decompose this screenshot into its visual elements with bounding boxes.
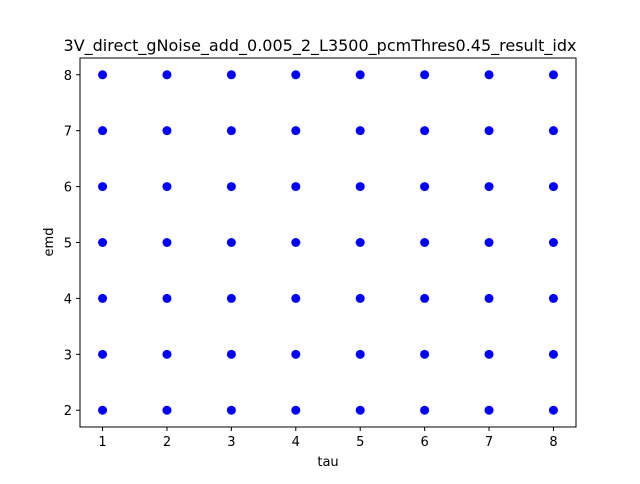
x-axis-label: tau [317, 455, 338, 470]
data-point [98, 238, 108, 247]
data-point [420, 405, 430, 415]
data-point [162, 349, 172, 359]
data-point [226, 70, 236, 80]
x-tick-label: 8 [549, 435, 557, 450]
data-point [548, 70, 558, 80]
data-point [162, 238, 172, 247]
data-point [226, 238, 236, 247]
data-point [355, 405, 365, 415]
y-tick-label: 5 [64, 237, 72, 252]
x-tick-label: 1 [98, 435, 106, 450]
data-point [291, 293, 301, 303]
data-point [548, 293, 558, 303]
data-point [355, 238, 365, 247]
data-point [162, 405, 172, 415]
data-point [484, 405, 494, 415]
data-point [291, 349, 301, 359]
x-tick-label: 4 [292, 435, 300, 450]
data-point [355, 70, 365, 80]
data-point [226, 293, 236, 303]
data-point [484, 70, 494, 80]
chart-title: 3V_direct_gNoise_add_0.005_2_L3500_pcmTh… [64, 36, 577, 56]
data-point [162, 182, 172, 192]
plot-frame [79, 57, 577, 428]
data-point [548, 182, 558, 192]
y-tick-label: 8 [64, 69, 72, 84]
data-point [355, 293, 365, 303]
x-tick-label: 5 [356, 435, 364, 450]
data-point [484, 293, 494, 303]
data-point [98, 182, 108, 192]
data-point [291, 182, 301, 192]
data-point [355, 349, 365, 359]
data-point [291, 70, 301, 80]
data-point [420, 126, 430, 136]
data-point [548, 126, 558, 136]
y-tick-label: 6 [64, 181, 72, 196]
data-point [548, 238, 558, 247]
x-tick-label: 2 [163, 435, 171, 450]
data-point [420, 70, 430, 80]
data-point [98, 405, 108, 415]
data-point [420, 349, 430, 359]
data-point [162, 126, 172, 136]
y-tick-label: 2 [64, 404, 72, 419]
plot-marks [98, 70, 558, 415]
data-point [291, 238, 301, 247]
y-tick-label: 4 [64, 292, 72, 307]
data-point [420, 182, 430, 192]
x-tick-label: 3 [227, 435, 235, 450]
data-point [98, 349, 108, 359]
data-point [98, 293, 108, 303]
data-point [291, 126, 301, 136]
data-point [98, 126, 108, 136]
data-point [484, 349, 494, 359]
data-point [226, 405, 236, 415]
data-point [420, 293, 430, 303]
x-tick-label: 7 [485, 435, 493, 450]
data-point [484, 182, 494, 192]
x-tick-label: 6 [420, 435, 428, 450]
data-point [484, 126, 494, 136]
y-tick-label: 7 [64, 125, 72, 140]
data-point [98, 70, 108, 80]
y-axis-ticks: 2 3 4 5 6 7 8 [64, 69, 80, 419]
data-point [291, 405, 301, 415]
x-axis-ticks: 1 2 3 4 5 6 7 8 [98, 427, 558, 450]
data-point [226, 349, 236, 359]
y-axis-label: emd [42, 228, 57, 257]
data-point [548, 349, 558, 359]
data-point [226, 182, 236, 192]
data-point [355, 182, 365, 192]
data-point [484, 238, 494, 247]
data-point [548, 405, 558, 415]
data-point [162, 293, 172, 303]
data-point [420, 238, 430, 247]
data-point [355, 126, 365, 136]
data-point [162, 70, 172, 80]
y-tick-label: 3 [64, 348, 72, 363]
data-point [226, 126, 236, 136]
